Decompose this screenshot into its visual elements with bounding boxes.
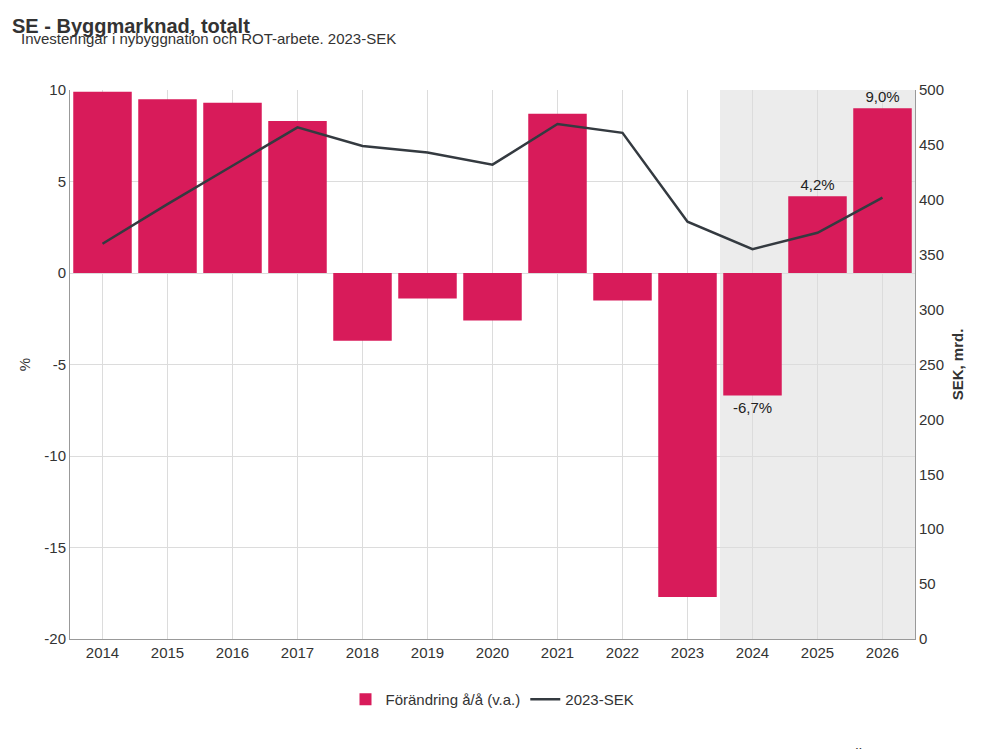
svg-text:-6,7%: -6,7% xyxy=(733,399,772,416)
svg-text:450: 450 xyxy=(919,136,944,153)
svg-text:2021: 2021 xyxy=(541,644,574,661)
svg-text:0: 0 xyxy=(919,630,927,647)
svg-text:2023-SEK: 2023-SEK xyxy=(565,691,633,708)
svg-text:400: 400 xyxy=(919,191,944,208)
svg-text:Källa: Prognoscentret: Källa: Prognoscentret xyxy=(837,745,981,749)
svg-text:5: 5 xyxy=(58,173,66,190)
svg-text:300: 300 xyxy=(919,301,944,318)
svg-text:150: 150 xyxy=(919,466,944,483)
svg-text:2022: 2022 xyxy=(606,644,639,661)
svg-text:9,0%: 9,0% xyxy=(865,88,899,105)
svg-text:2019: 2019 xyxy=(411,644,444,661)
svg-text:2016: 2016 xyxy=(216,644,249,661)
svg-text:250: 250 xyxy=(919,356,944,373)
svg-text:-10: -10 xyxy=(44,447,66,464)
svg-text:500: 500 xyxy=(919,81,944,98)
svg-text:50: 50 xyxy=(919,575,936,592)
svg-text:350: 350 xyxy=(919,246,944,263)
svg-text:10: 10 xyxy=(49,81,66,98)
svg-text:Förändring å/å (v.a.): Förändring å/å (v.a.) xyxy=(386,691,521,708)
svg-text:SE - Byggmarknad, totalt: SE - Byggmarknad, totalt xyxy=(12,15,250,37)
svg-text:2017: 2017 xyxy=(281,644,314,661)
svg-text:200: 200 xyxy=(919,411,944,428)
svg-text:2025: 2025 xyxy=(801,644,834,661)
svg-text:SEK, mrd.: SEK, mrd. xyxy=(949,329,966,401)
svg-text:%: % xyxy=(16,358,33,371)
svg-text:0: 0 xyxy=(58,264,66,281)
svg-text:Investeringar i nybyggnation o: Investeringar i nybyggnation och ROT-arb… xyxy=(21,30,396,47)
svg-text:4,2%: 4,2% xyxy=(800,176,834,193)
svg-text:2024: 2024 xyxy=(736,644,769,661)
svg-text:100: 100 xyxy=(919,520,944,537)
svg-text:2020: 2020 xyxy=(476,644,509,661)
svg-text:2014: 2014 xyxy=(86,644,119,661)
svg-text:2015: 2015 xyxy=(151,644,184,661)
svg-text:2018: 2018 xyxy=(346,644,379,661)
svg-text:-20: -20 xyxy=(44,630,66,647)
svg-text:2026: 2026 xyxy=(866,644,899,661)
svg-text:-15: -15 xyxy=(44,539,66,556)
svg-text:2023: 2023 xyxy=(671,644,704,661)
svg-text:-5: -5 xyxy=(53,356,66,373)
